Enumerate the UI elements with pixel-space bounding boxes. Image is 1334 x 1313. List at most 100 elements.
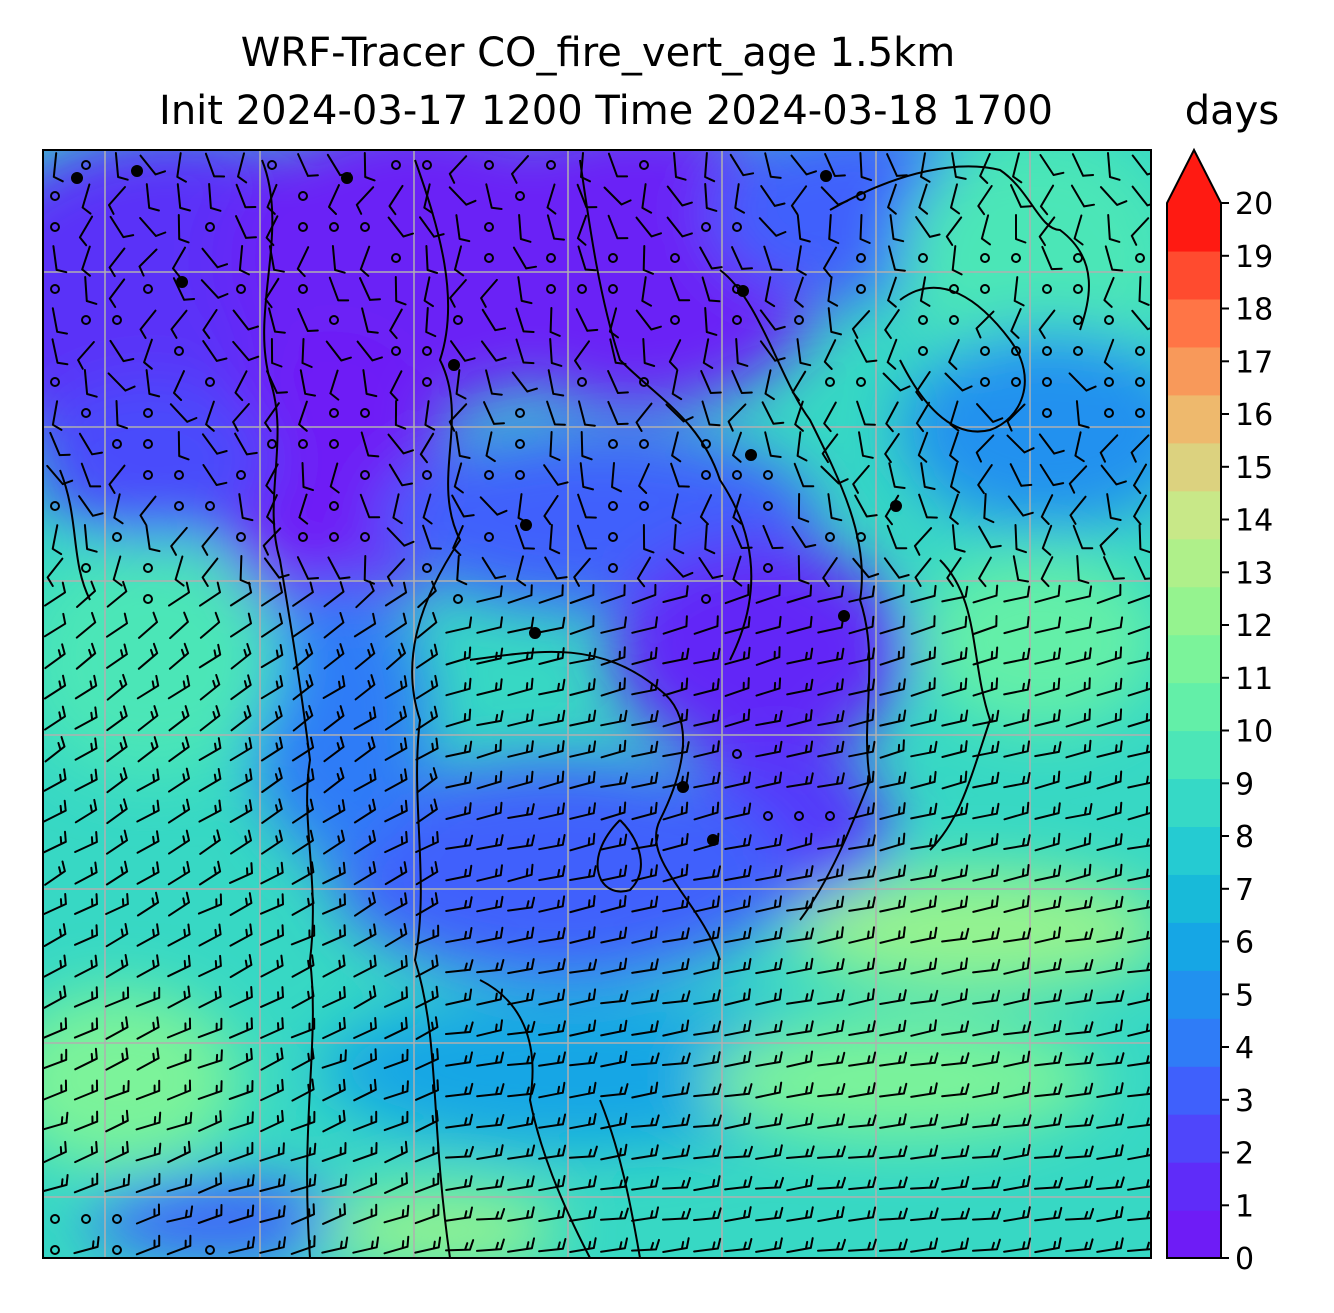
wind-barb	[143, 338, 153, 370]
colorbar-tick-label: 3	[1235, 1084, 1254, 1119]
calm-wind-circle	[949, 284, 959, 294]
wind-barb	[259, 1142, 285, 1162]
wind-barb	[105, 1140, 129, 1164]
wind-barb	[941, 833, 968, 852]
wind-barb	[972, 1176, 1001, 1190]
wind-barb	[136, 830, 160, 854]
wind-barb	[109, 339, 135, 363]
wind-barb	[972, 1207, 1002, 1221]
calm-wind-circle	[732, 470, 742, 480]
wind-barb	[169, 611, 189, 640]
station-dot	[838, 610, 850, 622]
wind-barb	[879, 646, 905, 666]
wind-barb	[516, 555, 527, 587]
wind-barb	[600, 957, 628, 975]
wind-barb	[52, 245, 68, 274]
wind-barb	[546, 183, 557, 215]
wind-barb	[577, 493, 597, 519]
wind-barb	[352, 1203, 378, 1225]
wind-barb	[641, 183, 653, 214]
calm-wind-circle	[360, 532, 370, 542]
wind-barb	[732, 555, 743, 587]
wind-barb	[136, 799, 160, 823]
wind-barb	[786, 832, 813, 852]
wind-barb	[414, 1141, 440, 1163]
calm-wind-circle	[143, 408, 153, 418]
wind-barb	[507, 1175, 535, 1191]
wind-barb	[415, 831, 439, 853]
wind-barb	[1014, 524, 1027, 554]
wind-barb	[517, 276, 533, 305]
wind-barb	[852, 557, 880, 579]
wind-barb	[76, 580, 96, 608]
wind-barb	[415, 892, 439, 916]
wind-barb	[292, 798, 314, 824]
wind-barb	[43, 1017, 68, 1039]
calm-wind-circle	[391, 253, 401, 263]
wind-barb	[355, 580, 375, 609]
wind-barb	[827, 276, 839, 307]
calm-wind-circle	[825, 377, 835, 387]
wind-barb	[321, 1049, 347, 1069]
wind-barb	[74, 706, 98, 730]
wind-barb	[848, 647, 876, 665]
wind-barb	[1099, 434, 1119, 463]
wind-barb	[43, 1079, 68, 1101]
wind-barb	[1127, 1117, 1151, 1129]
wind-barb	[135, 1234, 161, 1256]
wind-barb	[1071, 153, 1095, 177]
wind-barb	[786, 647, 814, 665]
colorbar-segment	[1167, 1066, 1221, 1115]
wind-barb	[755, 1081, 783, 1099]
wind-barb	[724, 865, 752, 882]
wind-barb	[817, 1238, 846, 1252]
wind-barb	[755, 988, 783, 1006]
wind-barb	[105, 923, 129, 948]
wind-barb	[74, 798, 98, 824]
wind-barb	[261, 798, 283, 824]
wind-barb	[796, 214, 811, 243]
wind-barb	[538, 770, 565, 790]
wind-barb	[321, 1142, 347, 1162]
wind-barb	[113, 493, 124, 525]
wind-barb	[669, 276, 691, 302]
wind-barb	[848, 834, 876, 850]
wind-barb	[170, 526, 188, 556]
calm-wind-circle	[918, 253, 928, 263]
wind-barb	[1065, 585, 1093, 603]
wind-barb	[166, 1048, 192, 1070]
wind-barb	[577, 245, 597, 272]
wind-barb	[78, 215, 94, 247]
wind-barb	[229, 799, 253, 823]
wind-barb	[828, 214, 840, 245]
wind-barb	[167, 1140, 191, 1164]
wind-barb	[600, 1112, 628, 1130]
wind-barb	[105, 893, 129, 915]
wind-barb	[951, 152, 967, 180]
wind-barb	[1127, 651, 1151, 665]
wind-barb	[507, 834, 535, 850]
wind-barb	[485, 369, 503, 396]
wind-barb	[786, 709, 813, 727]
wind-barb	[1075, 400, 1090, 429]
wind-barb	[569, 1237, 597, 1253]
wind-barb	[445, 1239, 475, 1252]
colorbar-segment	[1167, 1114, 1221, 1163]
calm-wind-circle	[391, 160, 401, 170]
wind-barb	[693, 740, 720, 758]
wind-barb	[1127, 1086, 1151, 1098]
calm-wind-circle	[298, 532, 308, 542]
wind-barb	[538, 740, 565, 758]
wind-barb	[137, 642, 159, 670]
wind-barb	[74, 954, 98, 978]
wind-barb	[1096, 801, 1123, 821]
wind-barb	[734, 183, 746, 214]
wind-barb	[352, 1172, 378, 1194]
wind-barb	[81, 183, 92, 215]
wind-barb	[507, 584, 533, 604]
calm-wind-circle	[608, 253, 618, 263]
wind-barb	[910, 770, 937, 790]
wind-barb	[724, 834, 752, 850]
wind-barb	[359, 245, 371, 277]
